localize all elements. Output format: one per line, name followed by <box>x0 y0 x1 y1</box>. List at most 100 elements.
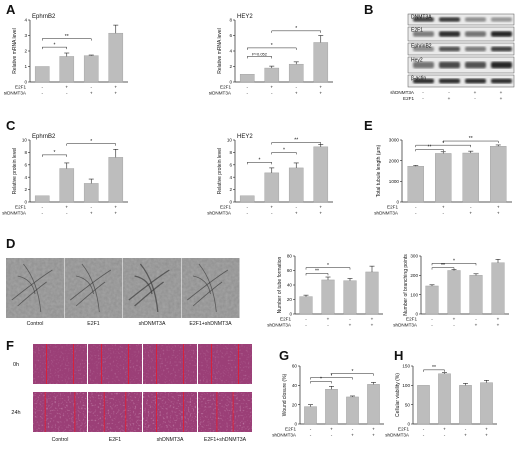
factor-sign: - <box>66 91 68 96</box>
factor-sign: - <box>423 433 425 438</box>
micrograph-texture <box>64 258 123 318</box>
bar <box>299 296 313 315</box>
micrograph-caption: E2F1+shDNMT3A <box>189 321 232 327</box>
significance-bracket <box>42 38 92 41</box>
factor-sign: + <box>114 211 117 216</box>
significance-bracket <box>271 30 321 33</box>
blot-strip <box>407 56 515 74</box>
y-tick-label: 100 <box>410 292 418 297</box>
factor-sign: + <box>464 433 467 438</box>
bar <box>325 389 338 425</box>
tube-formation-images: Control E2F1 shDNMT3A E2F1+shDNMT3A <box>6 258 240 327</box>
significance-bracket <box>423 369 445 372</box>
factor-sign: + <box>372 433 375 438</box>
time-label: 0h <box>13 362 19 368</box>
factor-sign: - <box>66 211 68 216</box>
bar <box>59 168 75 203</box>
blot-band <box>413 78 434 84</box>
blot-strip <box>407 26 515 42</box>
significance-bracket <box>247 56 272 59</box>
tube-strand <box>11 269 53 301</box>
factor-name: siDNMT3A <box>209 91 232 96</box>
significance-label: * <box>320 377 322 383</box>
y-tick-label: 20 <box>292 402 298 407</box>
bar <box>59 56 75 83</box>
bar <box>264 67 280 83</box>
significance-bracket <box>415 144 471 148</box>
factor-sign: - <box>475 317 477 322</box>
blot-strip <box>407 13 515 26</box>
significance-label: * <box>327 263 329 269</box>
factor-sign: + <box>295 211 298 216</box>
blot-band <box>439 46 460 52</box>
bar <box>346 396 359 425</box>
factor-sign: + <box>65 85 68 90</box>
factor-sign: + <box>295 91 298 96</box>
factor-sign: + <box>270 85 273 90</box>
bar <box>83 55 99 83</box>
factor-name: E2F1 <box>220 205 231 210</box>
significance-bracket <box>431 267 455 270</box>
y-tick-label: 4 <box>229 49 232 54</box>
bar <box>417 385 430 425</box>
bar <box>288 167 304 203</box>
blot-band <box>465 78 486 84</box>
y-tick-label: 20 <box>287 297 293 302</box>
panel-label-c: C <box>6 118 16 133</box>
y-tick-label: 200 <box>410 273 418 278</box>
blot-band <box>491 78 512 84</box>
bar <box>313 146 329 203</box>
y-tick-label: 3 <box>24 33 27 38</box>
y-tick-label: 2 <box>24 187 27 192</box>
factor-name: E2F1 <box>398 427 409 432</box>
significance-bracket <box>310 377 353 380</box>
factor-sign: - <box>349 317 351 322</box>
wound-cells <box>88 344 142 384</box>
bar <box>491 262 505 315</box>
significance-label: * <box>259 158 261 164</box>
factor-sign: - <box>431 317 433 322</box>
bar <box>108 157 124 203</box>
factor-name: E2F1 <box>406 317 417 322</box>
factor-sign: + <box>319 85 322 90</box>
tube-strand <box>198 263 217 313</box>
bar <box>83 183 99 203</box>
factor-sign: + <box>90 211 93 216</box>
blot-row-label: EphrinB2 <box>411 44 432 50</box>
blot-factor-sign: - <box>422 90 424 95</box>
y-tick-label: 150 <box>402 364 410 369</box>
factor-sign: + <box>442 205 445 210</box>
blot-factor-sign: + <box>448 96 451 101</box>
factor-sign: + <box>90 91 93 96</box>
y-tick-label: 4 <box>24 175 27 180</box>
micrograph-caption: shDNMT3A <box>139 321 166 327</box>
bar <box>469 275 483 315</box>
blot-factor-sign: - <box>474 96 476 101</box>
bar <box>321 279 335 315</box>
factor-sign: + <box>497 317 500 322</box>
bar <box>304 406 317 425</box>
y-tick-label: 300 <box>410 254 418 259</box>
blot-band <box>439 31 460 37</box>
factor-sign: - <box>453 323 455 328</box>
wound-cells <box>143 392 197 432</box>
blot-row-label: E2F1 <box>411 28 423 34</box>
significance-bracket <box>305 267 351 270</box>
blot-band <box>439 61 460 69</box>
y-axis-label: Number of tube formation <box>277 256 283 313</box>
bar <box>447 270 461 315</box>
wound-caption: E2F1+shDNMT3A <box>204 437 247 443</box>
factor-sign: + <box>319 205 322 210</box>
factor-sign: + <box>475 323 478 328</box>
y-tick-label: 0 <box>229 200 232 205</box>
y-axis-label: Relative protein level <box>12 148 18 194</box>
y-tick-label: 0 <box>294 422 297 427</box>
y-tick-label: 8 <box>24 150 27 155</box>
factor-sign: + <box>114 91 117 96</box>
significance-label: ** <box>315 269 319 275</box>
chart-title: EphrnB2 <box>32 134 56 140</box>
y-tick-label: 1000 <box>389 179 400 184</box>
